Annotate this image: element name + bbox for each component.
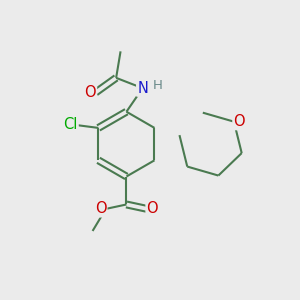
Text: N: N: [137, 81, 148, 96]
Text: H: H: [152, 79, 162, 92]
Text: O: O: [95, 201, 106, 216]
Text: O: O: [233, 114, 245, 129]
Text: O: O: [84, 85, 96, 100]
Text: Cl: Cl: [63, 118, 78, 133]
Text: O: O: [146, 201, 158, 216]
